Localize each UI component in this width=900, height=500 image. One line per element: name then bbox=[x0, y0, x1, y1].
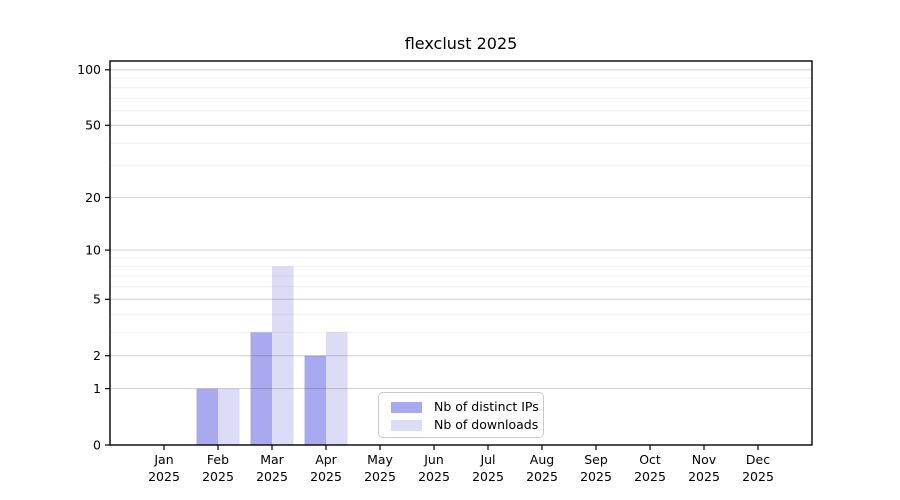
x-tick-label-month: Jun bbox=[423, 452, 444, 467]
x-tick-label-year: 2025 bbox=[418, 469, 450, 484]
x-tick-label-month: Sep bbox=[584, 452, 608, 467]
x-tick-label-year: 2025 bbox=[526, 469, 558, 484]
bar-nb-of-distinct-ips-apr bbox=[304, 355, 326, 445]
x-tick-label-month: Dec bbox=[746, 452, 770, 467]
legend: Nb of distinct IPs Nb of downloads bbox=[378, 392, 544, 438]
x-tick-label-month: Aug bbox=[530, 452, 554, 467]
x-tick-label-year: 2025 bbox=[472, 469, 504, 484]
x-tick-label-year: 2025 bbox=[580, 469, 612, 484]
y-tick-label: 100 bbox=[77, 62, 101, 77]
y-tick-label: 5 bbox=[93, 292, 101, 307]
legend-label-distinct-ips: Nb of distinct IPs bbox=[434, 399, 539, 414]
x-tick-label-year: 2025 bbox=[742, 469, 774, 484]
y-tick-label: 2 bbox=[93, 348, 101, 363]
x-tick-label-year: 2025 bbox=[256, 469, 288, 484]
x-tick-label-month: Oct bbox=[639, 452, 661, 467]
y-tick-label: 1 bbox=[93, 381, 101, 396]
x-tick-label-year: 2025 bbox=[688, 469, 720, 484]
x-tick-label-month: Jul bbox=[479, 452, 495, 467]
x-tick-label-month: Feb bbox=[207, 452, 229, 467]
x-tick-label-month: Mar bbox=[260, 452, 284, 467]
legend-item-distinct-ips: Nb of distinct IPs bbox=[391, 398, 543, 416]
legend-item-downloads: Nb of downloads bbox=[391, 416, 543, 434]
y-tick-label: 50 bbox=[85, 118, 101, 133]
y-tick-label: 20 bbox=[85, 190, 101, 205]
x-tick-label-month: May bbox=[367, 452, 393, 467]
chart-title: flexclust 2025 bbox=[404, 34, 518, 53]
x-tick-label-year: 2025 bbox=[634, 469, 666, 484]
legend-label-downloads: Nb of downloads bbox=[434, 417, 539, 432]
x-tick-label-year: 2025 bbox=[202, 469, 234, 484]
x-tick-label-month: Jan bbox=[153, 452, 173, 467]
legend-swatch-distinct-ips bbox=[391, 401, 422, 413]
x-tick-label-month: Nov bbox=[692, 452, 717, 467]
x-tick-label-year: 2025 bbox=[310, 469, 342, 484]
y-tick-label: 0 bbox=[93, 437, 101, 452]
x-tick-label-year: 2025 bbox=[148, 469, 180, 484]
gridlines bbox=[110, 69, 812, 390]
x-tick-label-month: Apr bbox=[315, 452, 337, 467]
y-tick-label: 10 bbox=[85, 242, 101, 257]
bar-nb-of-downloads-feb bbox=[218, 388, 240, 445]
x-tick-label-year: 2025 bbox=[364, 469, 396, 484]
legend-swatch-downloads bbox=[391, 419, 422, 431]
bar-nb-of-distinct-ips-feb bbox=[196, 388, 218, 445]
axes-frame bbox=[109, 60, 813, 446]
